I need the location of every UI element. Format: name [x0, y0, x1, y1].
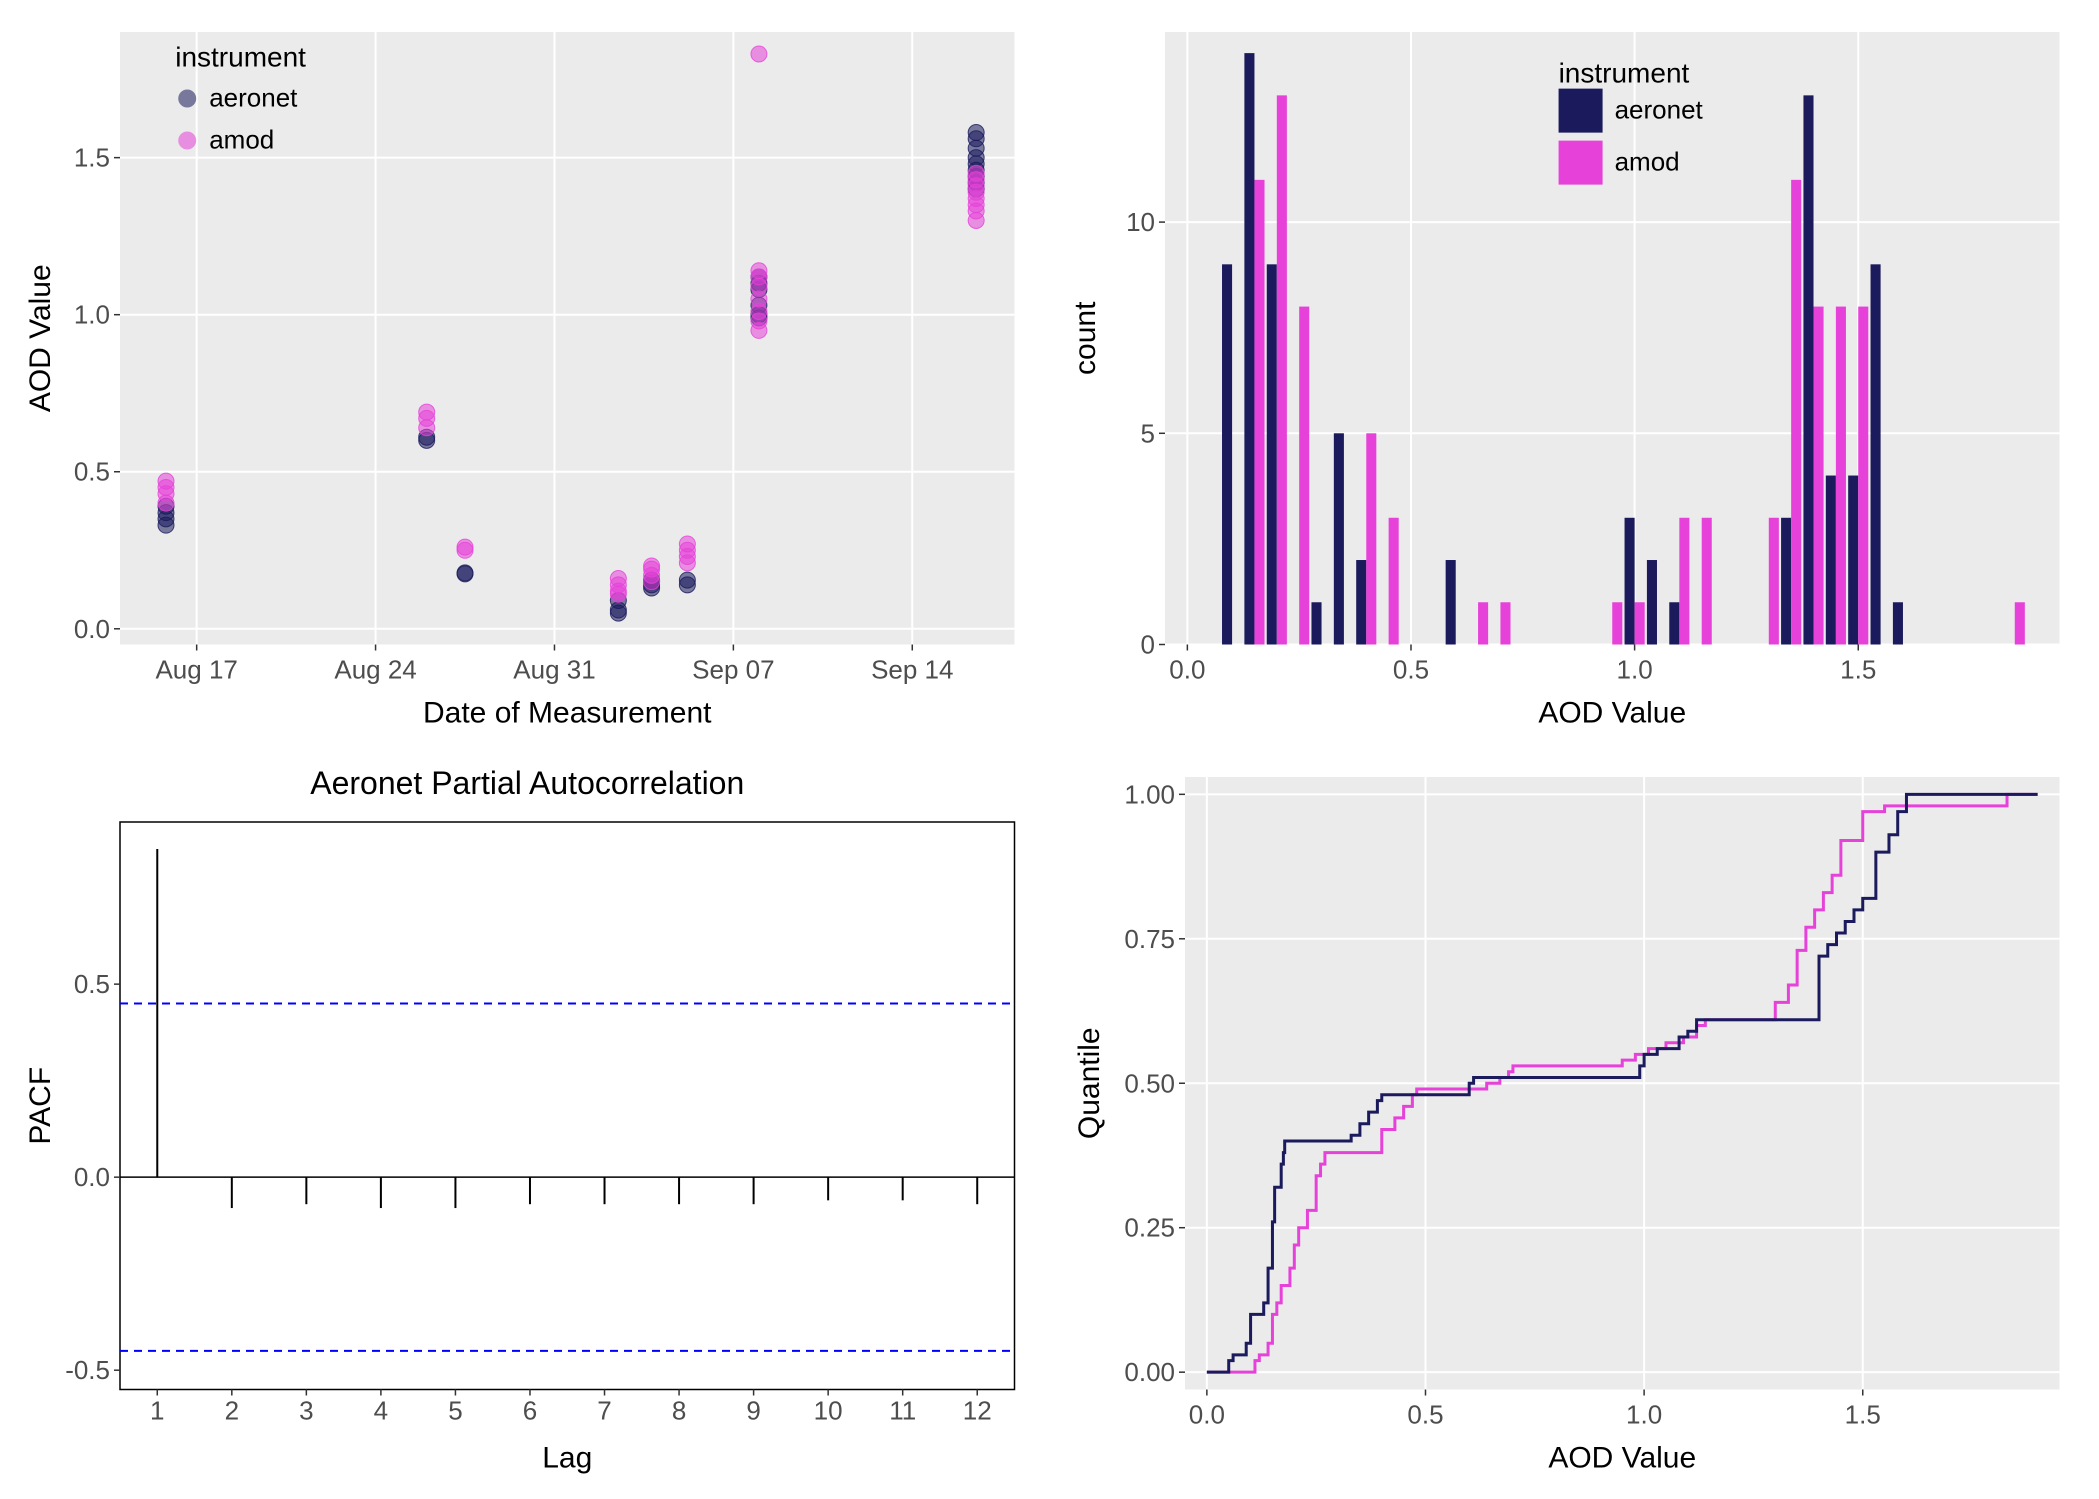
svg-text:Lag: Lag	[542, 1441, 592, 1474]
ecdf-panel: 0.00 0.25 0.50 0.75 1.00 0.0 0.5 1.0 1.5 AOD Valu…	[1065, 765, 2080, 1480]
svg-text:1.5: 1.5	[1844, 1399, 1880, 1429]
pacf-plot: -0.50.00.5123456789101112LagPACF	[20, 810, 1035, 1480]
histogram-plot: 0 5 10 0.0 0.5 1.0 1.5 AOD Value count instrument…	[1065, 20, 2080, 735]
svg-text:aeronet: aeronet	[1614, 95, 1703, 125]
svg-text:3: 3	[299, 1395, 313, 1425]
svg-text:AOD Value: AOD Value	[24, 264, 57, 412]
svg-text:1.0: 1.0	[1626, 1399, 1662, 1429]
svg-text:11: 11	[889, 1395, 916, 1425]
svg-text:1.0: 1.0	[1616, 655, 1652, 685]
svg-text:0.25: 0.25	[1124, 1212, 1175, 1242]
svg-text:8: 8	[672, 1395, 686, 1425]
svg-text:0.0: 0.0	[1188, 1399, 1224, 1429]
svg-text:Sep 14: Sep 14	[871, 655, 953, 685]
chart-grid: 0.0 0.5 1.0 1.5 Aug 17 Aug 24 Aug 31 Sep 07 Sep …	[20, 20, 2079, 1479]
svg-text:Date of Measurement: Date of Measurement	[423, 697, 712, 730]
svg-text:0.5: 0.5	[74, 969, 110, 999]
svg-text:Aug 17: Aug 17	[155, 655, 237, 685]
svg-text:0.75: 0.75	[1124, 923, 1175, 953]
svg-text:amod: amod	[1614, 147, 1679, 177]
svg-text:Aug 31: Aug 31	[513, 655, 595, 685]
svg-text:instrument: instrument	[175, 42, 306, 73]
svg-text:10: 10	[1126, 207, 1155, 237]
svg-text:0: 0	[1140, 630, 1154, 660]
svg-text:0.5: 0.5	[1392, 655, 1428, 685]
svg-text:4: 4	[374, 1395, 388, 1425]
svg-text:5: 5	[448, 1395, 462, 1425]
svg-text:AOD Value: AOD Value	[1548, 1441, 1696, 1474]
svg-text:0.50: 0.50	[1124, 1068, 1175, 1098]
scatter-plot: 0.0 0.5 1.0 1.5 Aug 17 Aug 24 Aug 31 Sep 07 Sep …	[20, 20, 1035, 735]
svg-text:9: 9	[746, 1395, 760, 1425]
svg-text:AOD Value: AOD Value	[1538, 697, 1686, 730]
svg-text:instrument: instrument	[1558, 58, 1689, 89]
svg-text:count: count	[1069, 301, 1102, 375]
svg-text:5: 5	[1140, 418, 1154, 448]
svg-text:1.00: 1.00	[1124, 779, 1175, 809]
svg-text:1.5: 1.5	[74, 143, 110, 173]
svg-text:0.0: 0.0	[74, 1162, 110, 1192]
svg-text:amod: amod	[209, 125, 274, 155]
pacf-panel: Aeronet Partial Autocorrelation -0.5 0.0 0…	[20, 765, 1035, 1480]
svg-text:Aug 24: Aug 24	[334, 655, 416, 685]
svg-text:2: 2	[225, 1395, 239, 1425]
svg-text:1.5: 1.5	[1840, 655, 1876, 685]
pacf-title: Aeronet Partial Autocorrelation	[20, 765, 1035, 802]
scatter-panel: 0.0 0.5 1.0 1.5 Aug 17 Aug 24 Aug 31 Sep 07 Sep …	[20, 20, 1035, 735]
svg-text:Sep 07: Sep 07	[692, 655, 774, 685]
svg-text:0.0: 0.0	[1169, 655, 1205, 685]
svg-text:PACF: PACF	[24, 1066, 57, 1144]
svg-text:Quantile: Quantile	[1073, 1027, 1106, 1139]
svg-text:1: 1	[150, 1395, 164, 1425]
svg-text:0.0: 0.0	[74, 614, 110, 644]
svg-text:1.0: 1.0	[74, 300, 110, 330]
svg-text:10: 10	[814, 1395, 843, 1425]
svg-text:7: 7	[597, 1395, 611, 1425]
svg-text:12: 12	[963, 1395, 992, 1425]
svg-text:0.00: 0.00	[1124, 1357, 1175, 1387]
ecdf-plot: 0.00 0.25 0.50 0.75 1.00 0.0 0.5 1.0 1.5 AOD Valu…	[1065, 765, 2080, 1480]
svg-text:-0.5: -0.5	[65, 1355, 110, 1385]
svg-text:6: 6	[523, 1395, 537, 1425]
svg-text:0.5: 0.5	[74, 457, 110, 487]
svg-text:0.5: 0.5	[1407, 1399, 1443, 1429]
svg-text:aeronet: aeronet	[209, 83, 298, 113]
hist-panel: 0 5 10 0.0 0.5 1.0 1.5 AOD Value count instrument…	[1065, 20, 2080, 735]
